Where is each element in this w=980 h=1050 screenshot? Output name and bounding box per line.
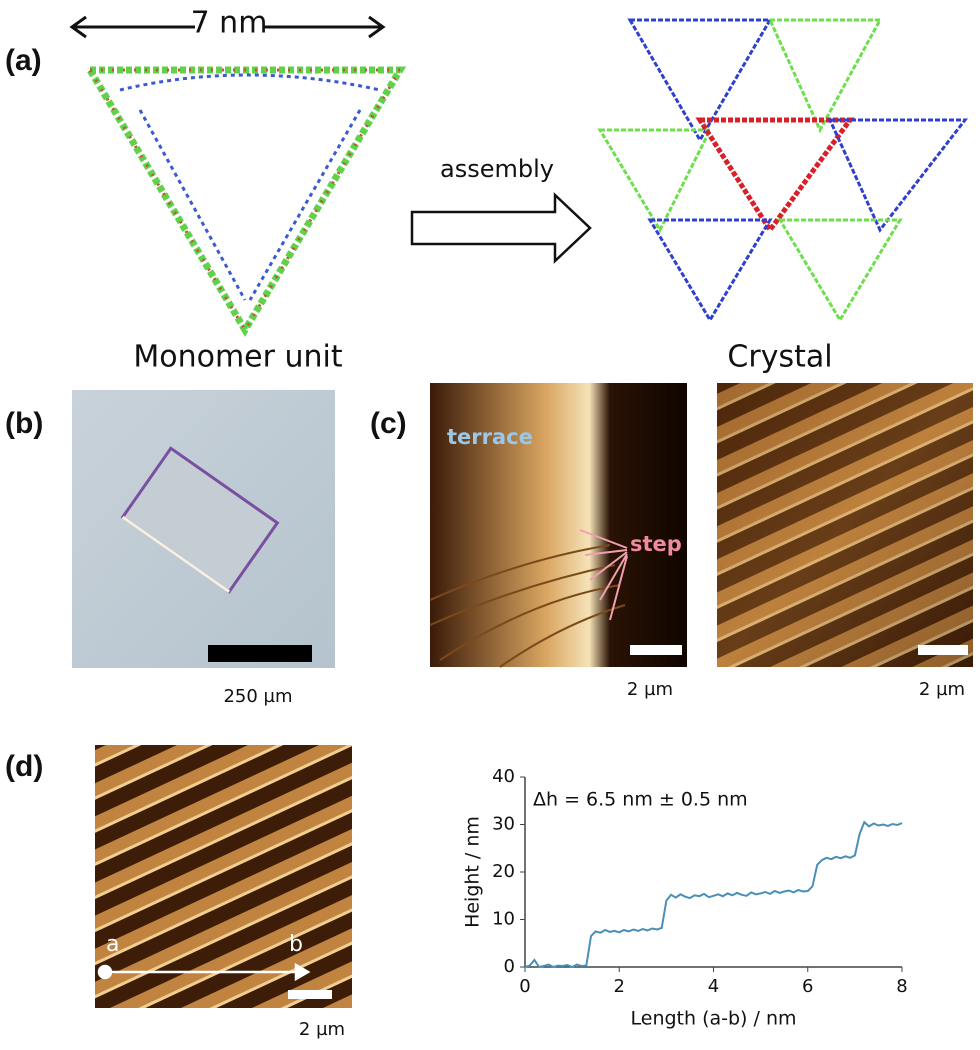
x-tick-label: 4 xyxy=(708,976,719,997)
panel-label: (c) xyxy=(370,407,407,440)
step-label: step xyxy=(630,532,682,556)
scale-bar xyxy=(288,990,332,999)
panel-label: (d) xyxy=(5,750,43,783)
scale-bar xyxy=(630,645,682,655)
point-label: a xyxy=(106,932,119,957)
caption: Monomer unit xyxy=(133,340,343,375)
y-tick-label: 10 xyxy=(492,909,515,930)
caption: Crystal xyxy=(727,340,832,375)
height-chart: 0 10 20 30 40 0 2 4 6 8 Length (a-b) / nm Height / … xyxy=(462,766,908,1030)
scale-label: 2 µm xyxy=(627,679,673,700)
point-label: b xyxy=(289,932,303,957)
assembly-arrow xyxy=(410,192,592,264)
x-tick-label: 8 xyxy=(896,976,907,997)
y-tick-label: 40 xyxy=(492,766,515,787)
y-tick-label: 20 xyxy=(492,861,515,882)
step-pointers xyxy=(579,529,628,621)
y-axis-title: Height / nm xyxy=(462,816,484,928)
monomer-structure xyxy=(83,66,407,337)
profile-arrow xyxy=(97,962,311,982)
x-axis-title: Length (a-b) / nm xyxy=(631,1008,797,1030)
scale-bar xyxy=(208,645,312,662)
annotation: Δh = 6.5 nm ± 0.5 nm xyxy=(533,789,748,811)
afm-image xyxy=(430,383,687,667)
crystal-structure xyxy=(597,18,969,323)
panel-label: (a) xyxy=(5,44,42,77)
crystal-image xyxy=(120,446,280,594)
y-tick-label: 30 xyxy=(492,814,515,835)
y-tick-label: 0 xyxy=(504,956,515,977)
arrow-label: assembly xyxy=(440,155,554,183)
afm-image xyxy=(95,745,352,1008)
scale-label: 250 µm xyxy=(223,686,292,707)
step-edges xyxy=(429,544,626,668)
dimension-label: 7 nm xyxy=(191,6,268,41)
height-line xyxy=(524,820,903,969)
x-tick-label: 6 xyxy=(802,976,813,997)
scale-bar xyxy=(918,645,968,655)
x-tick-label: 0 xyxy=(519,976,530,997)
panel-label: (b) xyxy=(5,407,43,440)
scale-label: 2 µm xyxy=(299,1019,345,1040)
x-tick-label: 2 xyxy=(614,976,625,997)
terrace-label: terrace xyxy=(447,425,533,449)
scale-label: 2 µm xyxy=(919,679,965,700)
